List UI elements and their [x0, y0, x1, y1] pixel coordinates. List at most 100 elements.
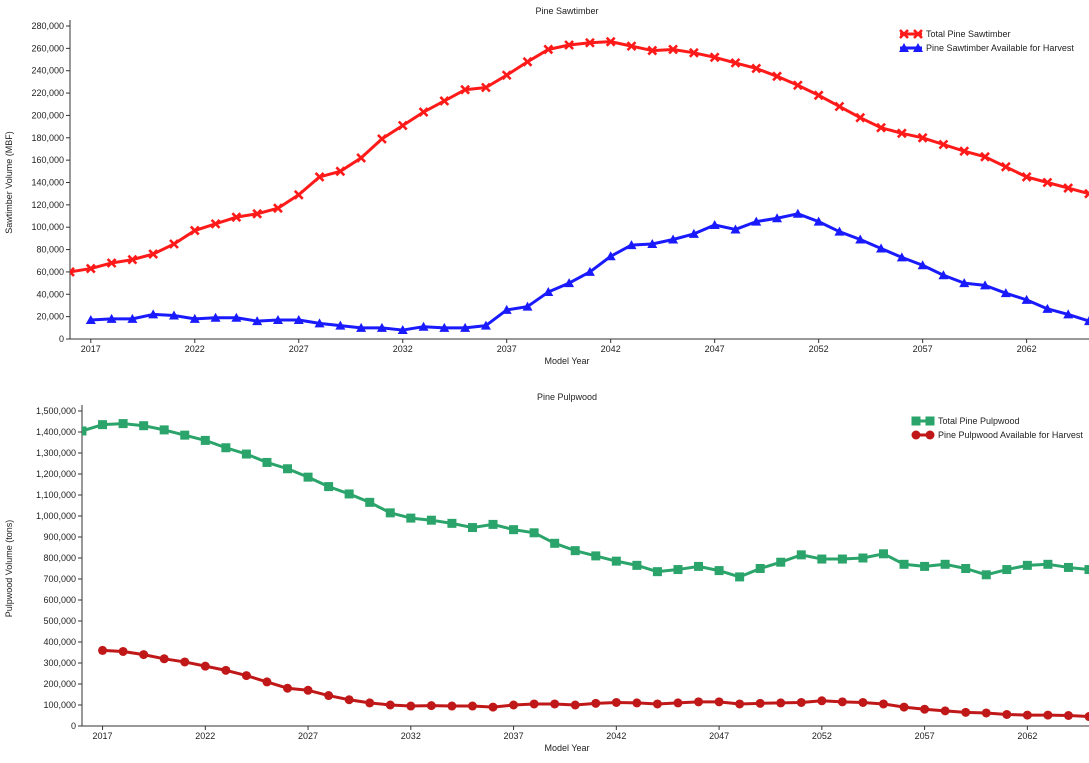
y-tick-label: 100,000: [43, 700, 76, 710]
data-point: [817, 555, 826, 564]
x-tick-label: 2047: [705, 344, 725, 354]
data-point: [879, 549, 888, 558]
data-point: [262, 458, 271, 467]
data-point: [735, 572, 744, 581]
y-tick-label: 1,100,000: [36, 490, 76, 500]
data-point: [406, 702, 415, 711]
y-tick-label: 200,000: [31, 110, 64, 120]
data-point: [386, 508, 395, 517]
data-point: [776, 558, 785, 567]
x-tick-label: 2042: [606, 731, 626, 741]
data-point: [653, 567, 662, 576]
data-point: [797, 550, 806, 559]
data-point: [920, 705, 929, 714]
x-tick-label: 2032: [401, 731, 421, 741]
y-tick-label: 240,000: [31, 66, 64, 76]
x-tick-label: 2062: [1017, 344, 1037, 354]
data-point: [632, 561, 641, 570]
data-point: [180, 657, 189, 666]
data-point: [324, 691, 333, 700]
data-point: [571, 701, 580, 710]
data-point: [550, 539, 559, 548]
data-point: [838, 555, 847, 564]
x-tick-label: 2027: [289, 344, 309, 354]
y-tick-label: 400,000: [43, 637, 76, 647]
legend-label: Pine Pulpwood Available for Harvest: [938, 430, 1083, 440]
y-tick-label: 60,000: [36, 267, 64, 277]
data-point: [1023, 561, 1032, 570]
data-point: [817, 696, 826, 705]
data-point: [694, 697, 703, 706]
y-tick-label: 120,000: [31, 200, 64, 210]
series-line: [82, 424, 1089, 577]
data-point: [900, 703, 909, 712]
x-tick-label: 2022: [185, 344, 205, 354]
x-tick-label: 2032: [393, 344, 413, 354]
y-tick-label: 40,000: [36, 289, 64, 299]
data-point: [399, 121, 407, 129]
series-x: [66, 38, 1089, 276]
data-point: [694, 562, 703, 571]
x-tick-label: 2037: [504, 731, 524, 741]
y-tick-label: 600,000: [43, 595, 76, 605]
data-point: [509, 525, 518, 534]
x-tick-label: 2042: [601, 344, 621, 354]
x-tick-label: 2037: [497, 344, 517, 354]
y-tick-label: 100,000: [31, 222, 64, 232]
data-point: [900, 560, 909, 569]
data-point: [776, 698, 785, 707]
data-point: [941, 560, 950, 569]
data-point: [345, 489, 354, 498]
x-tick-label: 2047: [709, 731, 729, 741]
y-axis-label: Pulpwood Volume (tons): [4, 520, 14, 618]
y-tick-label: 180,000: [31, 133, 64, 143]
data-point: [119, 419, 128, 428]
legend-label: Pine Sawtimber Available for Harvest: [926, 43, 1074, 53]
data-point: [1023, 711, 1032, 720]
data-point: [879, 699, 888, 708]
data-point: [160, 425, 169, 434]
series-square: [78, 419, 1089, 581]
y-tick-label: 200,000: [43, 679, 76, 689]
data-point: [201, 436, 210, 445]
data-point: [550, 699, 559, 708]
x-axis-label: Model Year: [544, 356, 589, 366]
y-tick-label: 280,000: [31, 21, 64, 31]
data-point: [365, 698, 374, 707]
y-tick-label: 1,500,000: [36, 406, 76, 416]
data-point: [797, 698, 806, 707]
data-point: [427, 701, 436, 710]
legend-label: Total Pine Sawtimber: [926, 29, 1011, 39]
data-point: [1002, 565, 1011, 574]
data-point: [756, 699, 765, 708]
data-point: [591, 699, 600, 708]
data-point: [571, 546, 580, 555]
data-point: [139, 650, 148, 659]
x-tick-label: 2062: [1017, 731, 1037, 741]
x-tick-label: 2057: [913, 344, 933, 354]
y-tick-label: 1,400,000: [36, 427, 76, 437]
data-point: [489, 703, 498, 712]
data-point: [1064, 563, 1073, 572]
data-point: [386, 701, 395, 710]
data-point: [324, 482, 333, 491]
data-point: [961, 564, 970, 573]
data-point: [982, 708, 991, 717]
data-point: [591, 551, 600, 560]
data-point: [612, 698, 621, 707]
data-point: [858, 698, 867, 707]
data-point: [283, 464, 292, 473]
data-point: [756, 564, 765, 573]
data-point: [653, 699, 662, 708]
x-tick-label: 2022: [195, 731, 215, 741]
data-point: [378, 135, 386, 143]
data-point: [530, 699, 539, 708]
data-point: [447, 519, 456, 528]
data-point: [221, 443, 230, 452]
chart-2: Pine Pulpwood0100,000200,000300,000400,0…: [4, 392, 1089, 753]
data-point: [304, 686, 313, 695]
data-point: [632, 698, 641, 707]
y-tick-label: 220,000: [31, 88, 64, 98]
data-point: [715, 566, 724, 575]
